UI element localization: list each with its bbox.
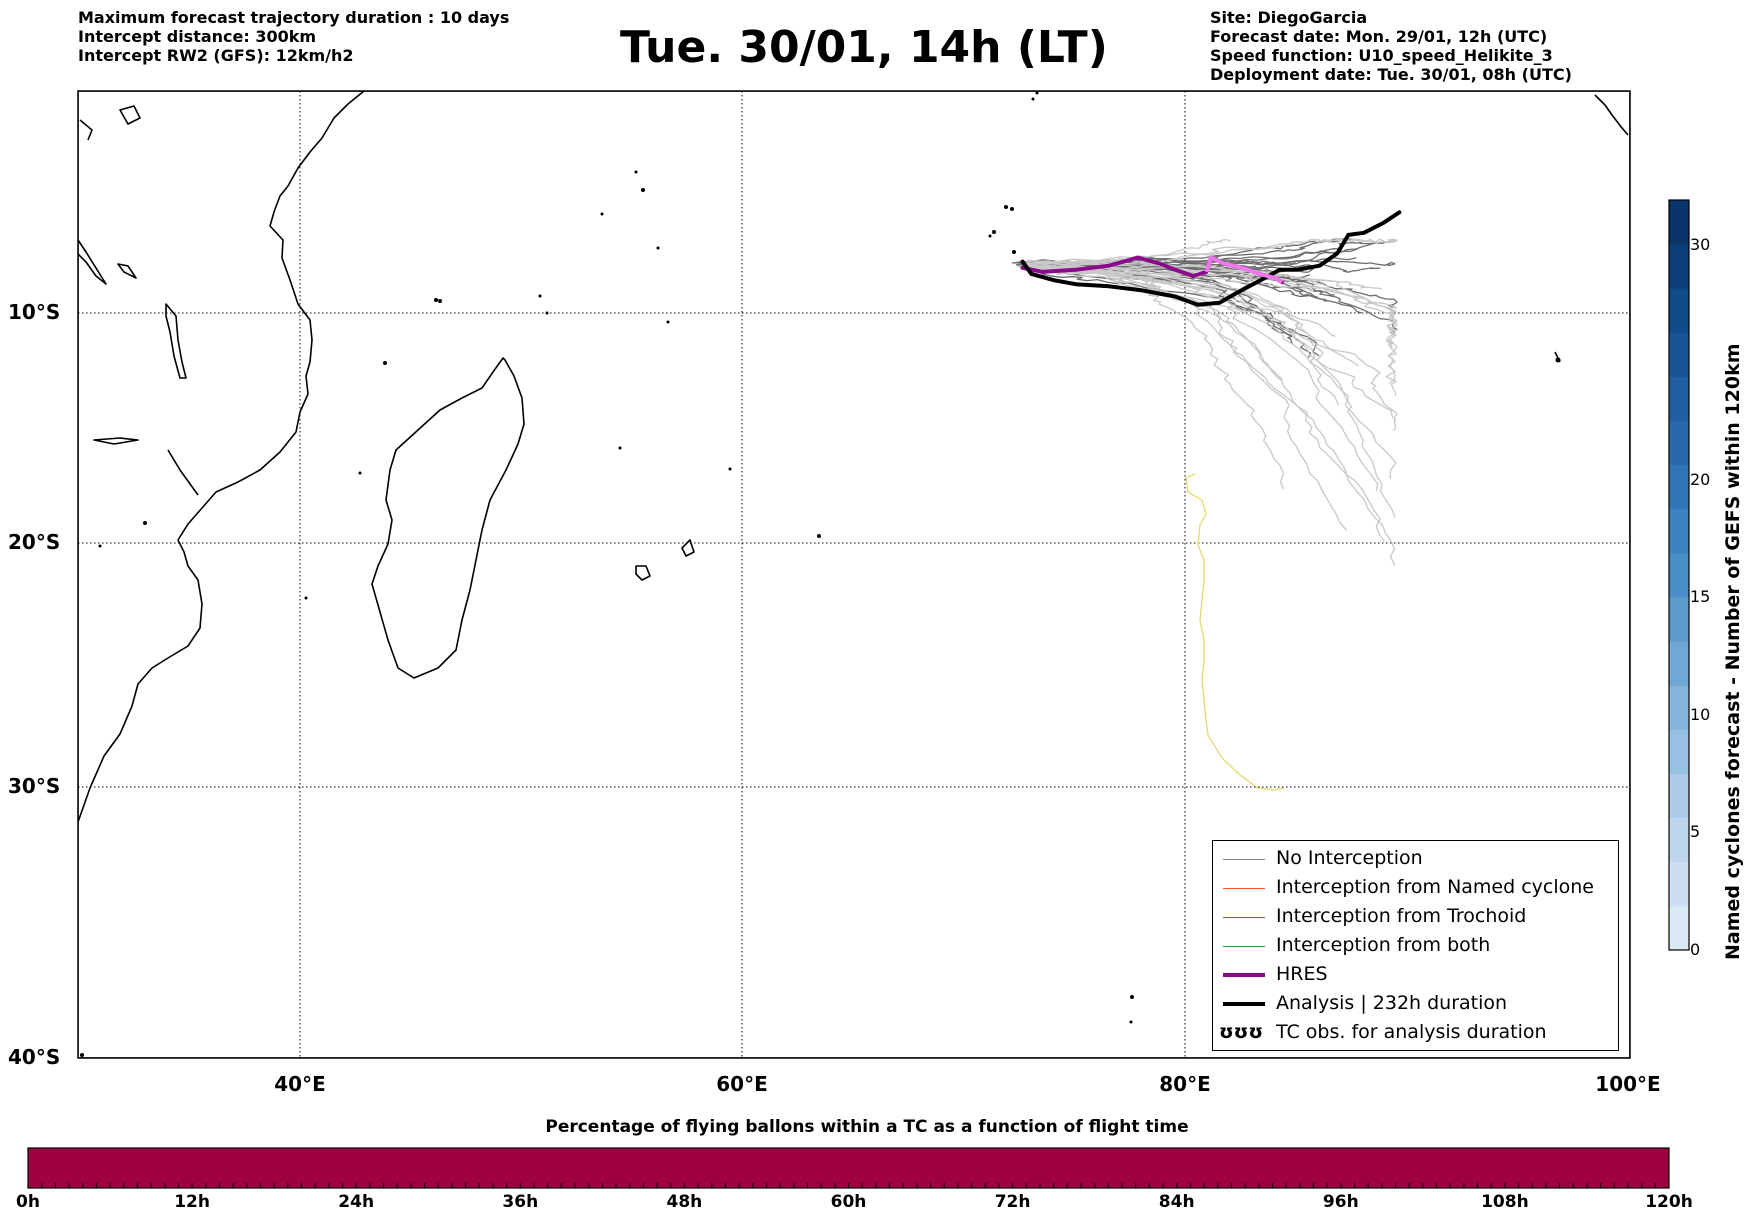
bottom-bar-tick: 108h: [1481, 1192, 1529, 1212]
ensemble-trajectory: [1022, 259, 1359, 367]
legend-label: Interception from both: [1276, 934, 1491, 956]
legend-item: Interception from Trochoid: [1213, 903, 1618, 932]
colorbar-segment: [1669, 773, 1689, 819]
ensemble-trajectory: [1022, 261, 1398, 308]
colorbar-segment: [1669, 464, 1689, 510]
legend-label: Interception from Named cyclone: [1276, 876, 1594, 898]
header-line: Intercept RW2 (GFS): 12km/h2: [78, 46, 354, 65]
bottom-bar-title: Percentage of flying ballons within a TC…: [545, 1117, 1189, 1137]
colorbar-tick: 15: [1690, 587, 1711, 606]
ensemble-trajectory: [1022, 264, 1396, 421]
bottom-bar-tick: 48h: [666, 1192, 703, 1212]
colorbar-segment: [1669, 244, 1689, 289]
map-legend: No Interception Interception from Named …: [1212, 840, 1619, 1051]
legend-item: Interception from Named cyclone: [1213, 874, 1618, 903]
ensemble-trajectory: [1022, 266, 1348, 531]
colorbar-segment: [1669, 508, 1689, 554]
lat-label: 40°S: [8, 1045, 61, 1069]
lon-label: 100°E: [1595, 1072, 1661, 1096]
colorbar-segment: [1669, 641, 1689, 686]
header-line: Maximum forecast trajectory duration : 1…: [78, 8, 510, 27]
header-line: Speed function: U10_speed_Helikite_3: [1210, 46, 1553, 65]
colorbar-segment: [1669, 376, 1689, 422]
coastlines: [78, 91, 1629, 823]
legend-item: No Interception: [1213, 845, 1618, 874]
legend-item: HRES: [1213, 961, 1618, 990]
bottom-bar-tick: 36h: [502, 1192, 539, 1212]
ensemble-trajectory: [1022, 262, 1398, 384]
lat-label: 30°S: [8, 774, 61, 798]
main-trajectories: [1020, 210, 1402, 307]
map-gridlines: [78, 91, 1630, 1058]
bottom-bar-tick: 84h: [1158, 1192, 1195, 1212]
header-line: Deployment date: Tue. 30/01, 08h (UTC): [1210, 65, 1572, 84]
bottom-bar-tick: 24h: [338, 1192, 375, 1212]
colorbar-segment: [1669, 685, 1689, 730]
header-line: Forecast date: Mon. 29/01, 12h (UTC): [1210, 27, 1548, 46]
legend-label: TC obs. for analysis duration: [1276, 1021, 1547, 1043]
legend-swatch: [1223, 917, 1265, 918]
colorbar-tick: 30: [1690, 235, 1711, 254]
bottom-bar-tick: 72h: [994, 1192, 1031, 1212]
header-line: Site: DiegoGarcia: [1210, 8, 1368, 27]
legend-label: HRES: [1276, 963, 1328, 985]
bottom-bar-tick: 60h: [830, 1192, 867, 1212]
colorbar-title: Named cyclones forecast - Number of GEFS…: [1722, 343, 1744, 960]
legend-label: Analysis | 232h duration: [1276, 992, 1508, 1014]
time-percentage-bar: [27, 1147, 1670, 1189]
ensemble-trajectory: [1016, 265, 1385, 542]
header-info-left: Maximum forecast trajectory duration : 1…: [78, 8, 509, 65]
ensemble-trajectory: [1022, 264, 1397, 396]
hres-trajectory-tail: [1204, 255, 1283, 284]
legend-swatch: [1223, 859, 1265, 860]
ensemble-trajectory: [1022, 266, 1293, 344]
ensemble-trajectory: [1022, 261, 1395, 318]
colorbar-segment: [1669, 861, 1689, 907]
legend-item: ʊʊʊ TC obs. for analysis duration: [1213, 1019, 1618, 1048]
page-title: Tue. 30/01, 14h (LT): [620, 22, 1108, 73]
legend-swatch: [1223, 1002, 1265, 1006]
legend-label: No Interception: [1276, 847, 1423, 869]
colorbar-tick: 5: [1690, 822, 1701, 841]
colorbar-tick: 10: [1690, 705, 1711, 724]
colorbar-segment: [1669, 905, 1689, 951]
colorbar-segment: [1669, 729, 1689, 774]
lat-label: 10°S: [8, 300, 61, 324]
bottom-bar-tick: 120h: [1645, 1192, 1693, 1212]
colorbar-tick: 20: [1690, 470, 1711, 489]
analysis-trajectory: [1020, 210, 1402, 307]
legend-item: Interception from both: [1213, 932, 1618, 961]
cyclone-colorbar: [1669, 200, 1689, 951]
ensemble-trajectory: [1022, 264, 1379, 492]
colorbar-segment: [1669, 332, 1689, 377]
legend-swatch: [1223, 946, 1265, 947]
colorbar-segment: [1669, 420, 1689, 466]
ensemble-trajectory: [1022, 263, 1397, 479]
colorbar-tick: 0: [1690, 940, 1701, 959]
legend-item: Analysis | 232h duration: [1213, 990, 1618, 1019]
tc-track: [1185, 473, 1285, 791]
colorbar-segment: [1669, 288, 1689, 333]
colorbar-segment: [1669, 597, 1689, 642]
lon-label: 60°E: [716, 1072, 768, 1096]
bottom-bar-tick: 12h: [174, 1192, 210, 1212]
colorbar-segment: [1669, 817, 1689, 863]
legend-swatch: [1223, 973, 1265, 977]
bottom-bar-tick: 96h: [1322, 1192, 1359, 1212]
legend-swatch: [1223, 888, 1265, 889]
tc-obs-symbol-icon: ʊʊʊ: [1219, 1021, 1264, 1043]
header-line: Intercept distance: 300km: [78, 27, 317, 46]
lon-label: 40°E: [274, 1072, 326, 1096]
lon-label: 80°E: [1159, 1072, 1211, 1096]
colorbar-segment: [1669, 552, 1689, 598]
small-islands: [80, 91, 1561, 1057]
lat-label: 20°S: [8, 530, 61, 554]
colorbar-segment: [1669, 200, 1689, 245]
legend-label: Interception from Trochoid: [1276, 905, 1527, 927]
header-info-right: Site: DiegoGarcia Forecast date: Mon. 29…: [1210, 8, 1572, 84]
bottom-bar-tick: 0h: [16, 1192, 40, 1212]
